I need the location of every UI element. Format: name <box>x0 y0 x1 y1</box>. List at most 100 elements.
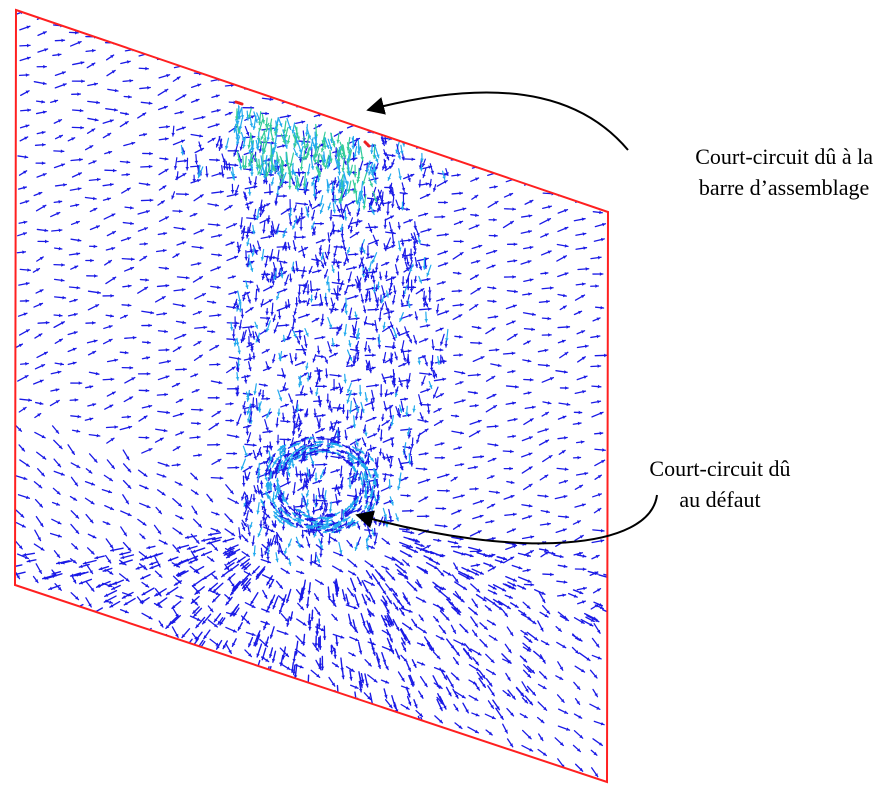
vector-arrowhead <box>321 239 326 243</box>
vector-arrowhead <box>512 207 516 211</box>
vector-arrowhead <box>165 348 169 352</box>
vector-arrowhead <box>176 383 180 387</box>
vector-arrowhead <box>339 552 343 557</box>
vector-arrow <box>241 665 250 675</box>
vector-arrow <box>519 760 530 770</box>
vector-arrowhead <box>458 289 462 293</box>
vector-arrowhead <box>600 237 605 242</box>
vector-arrowhead <box>354 685 359 689</box>
vector-arrowhead <box>319 303 323 307</box>
vector-arrowhead <box>441 280 446 285</box>
vector-arrowhead <box>110 55 114 59</box>
vector-arrowhead <box>22 186 27 190</box>
vector-arrowhead <box>217 411 221 415</box>
vector-arrowhead <box>545 641 549 645</box>
vector-arrowhead <box>453 477 458 481</box>
vector-arrow <box>610 420 618 421</box>
vector-arrowhead <box>336 343 340 348</box>
vector-arrowhead <box>127 415 131 419</box>
vector-arrowhead <box>266 396 270 401</box>
vector-arrowhead <box>513 417 518 422</box>
vector-arrowhead <box>317 269 321 273</box>
vector-arrowhead <box>216 158 220 162</box>
vector-arrowhead <box>179 595 184 599</box>
vector-arrowhead <box>90 587 94 592</box>
vector-arrowhead <box>309 298 314 302</box>
vector-arrowhead <box>356 176 361 181</box>
vector-arrowhead <box>177 346 181 350</box>
vector-arrowhead <box>455 661 459 665</box>
vector-arrowhead <box>234 190 239 194</box>
vector-arrowhead <box>163 312 167 316</box>
vector-arrowhead <box>594 693 598 697</box>
vector-arrowhead <box>229 490 234 494</box>
vector-arrow <box>427 139 431 150</box>
vector-arrowhead <box>109 571 113 575</box>
vector-arrowhead <box>526 340 531 344</box>
vector-arrowhead <box>265 658 269 662</box>
vector-arrowhead <box>108 489 112 494</box>
vector-arrowhead <box>109 600 113 604</box>
vector-arrowhead <box>79 108 83 113</box>
vector-arrowhead <box>25 200 29 204</box>
vector-arrowhead <box>374 225 378 229</box>
vector-arrowhead <box>218 172 223 176</box>
vector-arrowhead <box>425 514 429 519</box>
vector-arrowhead <box>216 442 220 447</box>
vector-arrowhead <box>27 108 31 112</box>
vector-arrowhead <box>352 572 356 576</box>
vector-arrowhead <box>230 418 234 423</box>
vector-arrowhead <box>367 597 371 601</box>
vector-arrowhead <box>372 280 376 284</box>
vector-arrowhead <box>294 357 298 361</box>
vector-arrowhead <box>479 499 484 504</box>
vector-arrowhead <box>195 539 200 544</box>
vector-arrowhead <box>299 166 304 171</box>
vector-arrowhead <box>406 207 410 211</box>
vector-arrowhead <box>219 476 223 480</box>
vector-arrowhead <box>408 445 412 450</box>
vector-arrowhead <box>268 490 272 494</box>
vector-arrowhead <box>525 688 529 693</box>
vector-arrowhead <box>391 244 395 249</box>
vector-arrowhead <box>42 81 47 86</box>
vector-arrowhead <box>257 533 261 537</box>
vector-arrowhead <box>322 471 327 475</box>
vector-arrowhead <box>343 217 348 221</box>
vector-arrowhead <box>55 429 59 434</box>
vector-arrowhead <box>265 111 269 116</box>
vector-arrowhead <box>617 632 620 635</box>
vector-arrowhead <box>427 290 432 294</box>
vector-arrowhead <box>250 348 254 352</box>
vector-arrowhead <box>375 465 380 469</box>
vector-arrowhead <box>28 398 32 402</box>
vector-arrowhead <box>246 620 250 624</box>
vector-arrowhead <box>391 204 395 208</box>
vector-arrowhead <box>111 246 115 251</box>
vector-arrowhead <box>386 211 390 215</box>
vector-arrowhead <box>544 233 549 237</box>
vector-arrowhead <box>301 361 306 365</box>
vector-arrowhead <box>413 279 418 283</box>
vector-arrowhead <box>246 291 250 296</box>
vector-arrowhead <box>396 332 401 336</box>
vector-arrowhead <box>600 539 604 543</box>
vector-arrowhead <box>577 455 581 460</box>
vector-arrowhead <box>493 637 497 641</box>
vector-arrowhead <box>92 403 96 407</box>
vector-arrowhead <box>230 241 235 245</box>
vector-arrowhead <box>318 400 322 405</box>
vector-arrowhead <box>276 296 280 300</box>
vector-arrowhead <box>315 392 319 396</box>
vector-arrowhead <box>476 588 480 593</box>
vector-arrowhead <box>143 566 147 570</box>
vector-arrowhead <box>490 659 495 663</box>
vector-arrowhead <box>264 524 268 528</box>
vector-arrowhead <box>599 411 604 416</box>
vector-arrowhead <box>366 461 371 465</box>
vector-arrowhead <box>323 261 327 266</box>
vector-arrowhead <box>479 514 483 519</box>
vector-arrowhead <box>293 247 297 251</box>
vector-arrowhead <box>165 266 169 271</box>
vector-arrowhead <box>301 216 305 220</box>
